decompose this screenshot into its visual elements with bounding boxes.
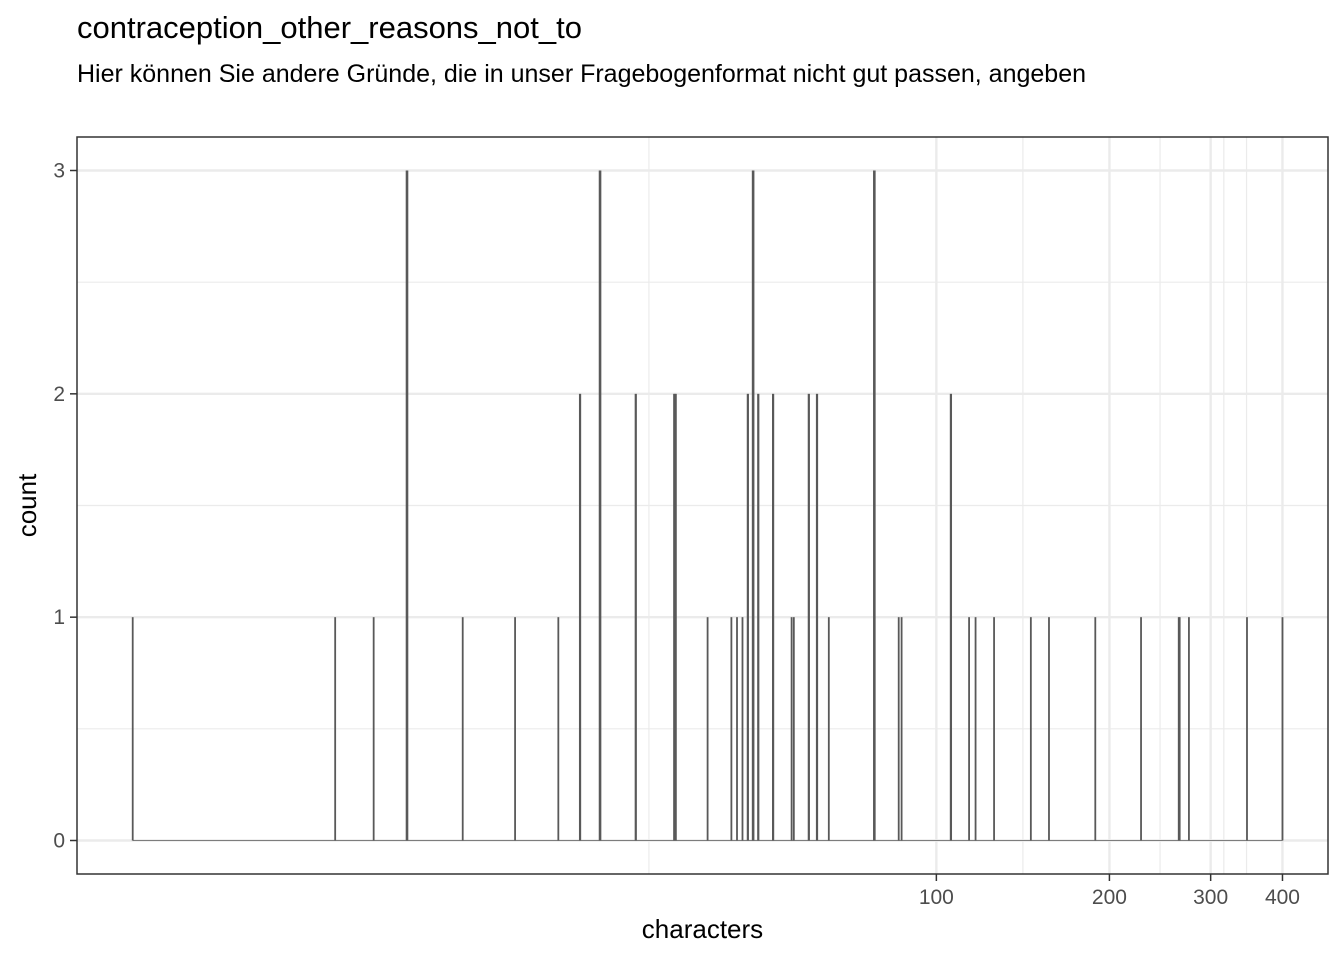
x-tick-label: 100 [919, 886, 954, 909]
histogram-bar [1246, 617, 1248, 841]
histogram-bar [1178, 617, 1181, 841]
histogram-bar [949, 393, 953, 841]
histogram-bar [873, 170, 876, 841]
histogram-bar [792, 617, 795, 841]
histogram-bar [578, 393, 582, 841]
histogram-bar [674, 393, 677, 841]
histogram-bar [1281, 617, 1284, 841]
histogram-bar [1188, 617, 1190, 841]
histogram-bar [897, 617, 900, 841]
histogram-bar [673, 393, 676, 841]
histogram-bar [461, 617, 464, 841]
plot-panel-border [76, 136, 1329, 875]
histogram-bar [1177, 617, 1180, 841]
histogram-bar [751, 170, 755, 841]
histogram-bar [993, 617, 995, 841]
histogram-bar [634, 393, 637, 841]
histogram-bar [815, 393, 819, 841]
histogram-bar [706, 617, 709, 841]
histogram-bar [730, 617, 733, 841]
histogram-bar [827, 617, 830, 841]
histogram-bar [1094, 617, 1097, 841]
histogram-bar [1048, 617, 1050, 841]
histogram-bar [131, 617, 134, 841]
histogram-bar [736, 617, 738, 841]
histogram-bar [1140, 617, 1142, 841]
histogram-bar [974, 617, 977, 841]
chart-subtitle: Hier können Sie andere Gründe, die in un… [77, 60, 1086, 88]
histogram-bars [131, 170, 1284, 841]
x-tick-label: 200 [1092, 886, 1127, 909]
histogram-bar [900, 617, 903, 841]
histogram-bar [598, 170, 602, 841]
histogram-bar [757, 393, 760, 841]
y-tick-label: 2 [53, 383, 65, 406]
histogram-bar [372, 617, 375, 841]
histogram-bar [405, 170, 409, 841]
histogram-bar [557, 617, 560, 841]
histogram-bar [746, 393, 749, 841]
histogram-bar [514, 617, 516, 841]
histogram-bar [772, 393, 775, 841]
y-axis: 0 1 2 3 [53, 160, 77, 853]
histogram-bar [334, 617, 337, 841]
x-tick-label: 300 [1193, 886, 1228, 909]
x-axis: 100 200 300 400 [919, 874, 1300, 909]
histogram-bar [807, 393, 810, 841]
histogram-bar [741, 617, 744, 841]
y-tick-label: 0 [53, 830, 65, 853]
y-axis-title: count [12, 473, 42, 537]
grid-lines [77, 137, 1328, 874]
y-tick-label: 3 [53, 160, 65, 183]
chart-title: contraception_other_reasons_not_to [77, 10, 582, 45]
y-tick-label: 1 [53, 606, 65, 629]
x-tick-label: 400 [1265, 886, 1300, 909]
histogram-bar [790, 617, 793, 841]
histogram-bar [1029, 617, 1032, 841]
x-axis-title: characters [642, 914, 763, 944]
histogram-bar [968, 617, 970, 841]
